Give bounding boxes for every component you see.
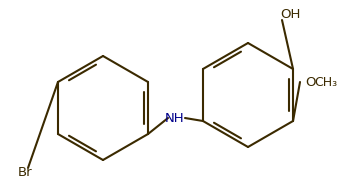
Text: CH₃: CH₃ [314,77,337,90]
Text: Br: Br [18,166,33,178]
Text: NH: NH [165,112,185,125]
Text: O: O [305,75,315,88]
Text: OH: OH [280,8,300,20]
